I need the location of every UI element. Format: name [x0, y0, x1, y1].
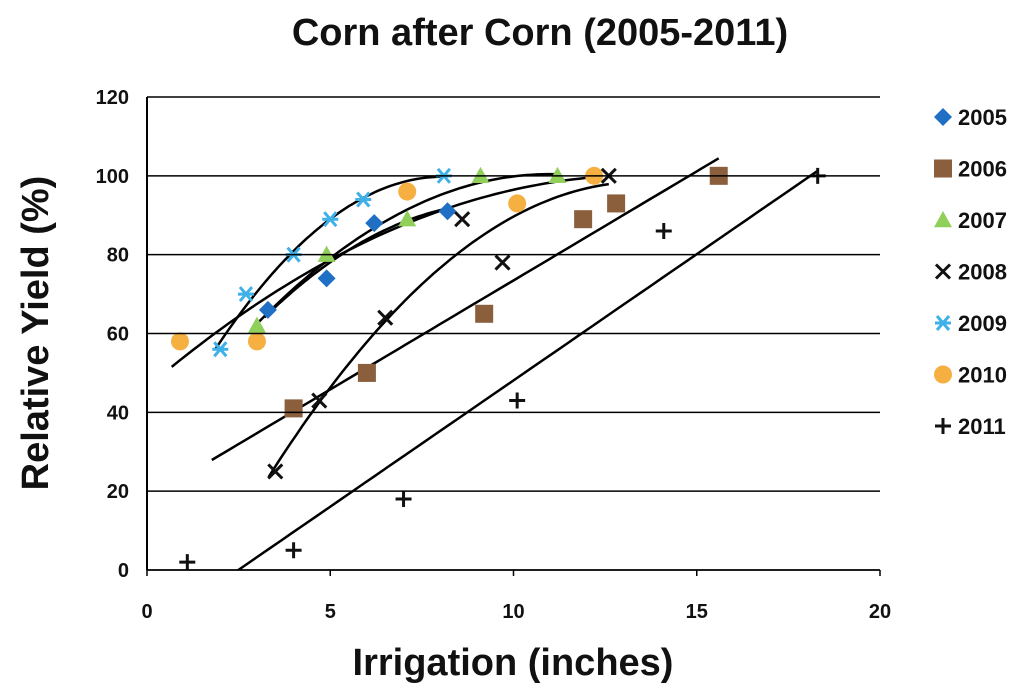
point [284, 399, 303, 418]
point [357, 363, 376, 382]
trend-line [170, 175, 595, 368]
point [258, 300, 277, 319]
point [494, 254, 511, 271]
legend-marker [935, 418, 951, 434]
point [377, 309, 394, 326]
x-tick-label: 5 [325, 601, 336, 623]
point [355, 191, 372, 208]
point [655, 223, 672, 240]
trend-line [249, 172, 558, 331]
point [311, 392, 328, 409]
legend-label: 2005 [958, 105, 1007, 130]
point [508, 194, 527, 213]
legend-marker [934, 159, 952, 178]
x-tick-label: 20 [869, 601, 891, 623]
point [471, 166, 490, 184]
y-tick-label: 100 [96, 166, 129, 188]
point [398, 182, 417, 201]
point [237, 286, 254, 303]
x-tick-label: 0 [141, 601, 152, 623]
point [574, 210, 593, 229]
y-tick-label: 120 [96, 87, 129, 109]
trend-line [263, 207, 448, 319]
point [365, 214, 384, 233]
point [438, 202, 457, 221]
y-tick-label: 0 [118, 560, 129, 582]
legend-marker [934, 263, 952, 280]
point [212, 341, 229, 358]
point [247, 332, 266, 351]
point [509, 392, 526, 409]
legend: 2005 2006 2007 2008 2009 2010 2011 [934, 105, 1007, 439]
point [179, 554, 196, 571]
point [267, 463, 284, 480]
legend-marker [934, 211, 952, 228]
legend-label: 2011 [958, 414, 1006, 439]
legend-marker [934, 108, 952, 126]
y-axis-label: Relative Yield (%) [15, 176, 57, 491]
point [454, 211, 471, 228]
y-tick-label: 80 [107, 245, 129, 267]
legend-label: 2010 [958, 363, 1007, 388]
legend-label: 2008 [958, 260, 1007, 285]
point [247, 316, 266, 333]
point [548, 166, 567, 184]
point [322, 211, 339, 228]
y-tick-label: 20 [107, 481, 129, 503]
plot-area [170, 157, 826, 571]
point [607, 194, 626, 213]
point [317, 245, 336, 262]
y-tick-label: 40 [107, 402, 129, 424]
legend-marker [934, 365, 952, 384]
legend-label: 2007 [958, 208, 1007, 233]
legend-label: 2009 [958, 311, 1007, 336]
point [475, 304, 494, 323]
x-tick-label: 10 [502, 601, 524, 623]
legend-marker [935, 315, 951, 331]
chart-title: Corn after Corn (2005-2011) [292, 12, 788, 54]
trend-line [236, 169, 819, 570]
point [285, 542, 302, 559]
point [317, 269, 336, 288]
trend-lines [170, 157, 819, 570]
point [395, 491, 412, 508]
point [170, 332, 189, 351]
x-tick-label: 15 [686, 601, 708, 623]
legend-label: 2006 [958, 157, 1007, 182]
y-tick-label: 60 [107, 324, 129, 346]
x-axis-label: Irrigation (inches) [353, 642, 674, 684]
point [398, 210, 417, 227]
